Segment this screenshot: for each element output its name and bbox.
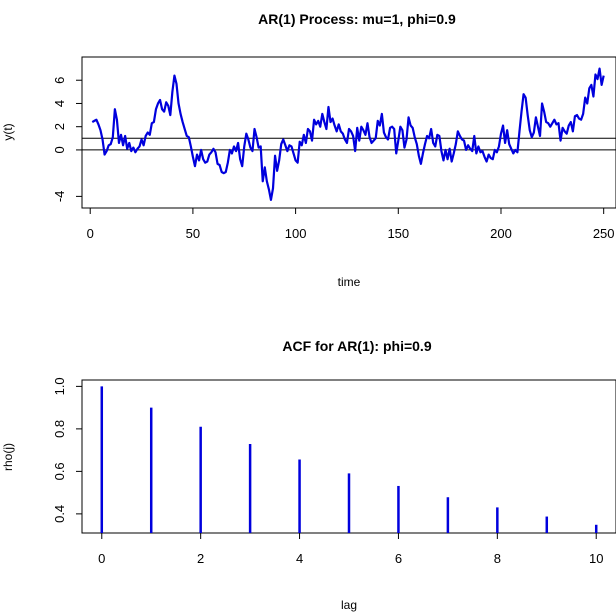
acf-x-axis-label: lag — [341, 598, 357, 612]
x-tick-label: 50 — [186, 226, 200, 241]
ts-plot-frame — [81, 56, 616, 209]
ts-x-axis-label: time — [338, 275, 361, 289]
acf-title: ACF for AR(1): phi=0.9 — [282, 338, 431, 354]
ts-y-axis-label: y(t) — [1, 123, 15, 140]
y-tick-label: 4 — [52, 100, 67, 107]
x-tick-label: 6 — [395, 551, 402, 566]
y-tick-label: 6 — [52, 77, 67, 84]
x-tick-label: 8 — [494, 551, 501, 566]
y-tick-label: 0.4 — [52, 505, 67, 523]
ts-x-axis: 0 50 100 150 200 250 — [87, 208, 615, 241]
x-tick-label: 200 — [490, 226, 512, 241]
ts-y-axis: -4 0 2 4 6 — [52, 77, 82, 203]
x-tick-label: 0 — [87, 226, 94, 241]
x-tick-label: 10 — [589, 551, 603, 566]
y-tick-label: -4 — [52, 191, 67, 203]
x-tick-label: 100 — [285, 226, 307, 241]
acf-y-axis-label: rho(j) — [1, 443, 15, 471]
y-tick-label: 2 — [52, 123, 67, 130]
x-tick-label: 4 — [296, 551, 303, 566]
ts-title: AR(1) Process: mu=1, phi=0.9 — [258, 11, 456, 27]
acf-y-axis: 0.4 0.6 0.8 1.0 — [52, 377, 82, 523]
ar1-time-series-panel: AR(1) Process: mu=1, phi=0.9 0 50 100 150 20… — [1, 11, 616, 289]
y-tick-label: 0 — [52, 146, 67, 153]
x-tick-label: 2 — [197, 551, 204, 566]
y-tick-label: 1.0 — [52, 377, 67, 395]
acf-bars — [100, 386, 598, 533]
y-tick-label: 0.6 — [52, 462, 67, 480]
acf-x-axis: 0 2 4 6 8 10 — [98, 533, 603, 566]
x-tick-label: 150 — [387, 226, 409, 241]
ts-series-line — [91, 67, 605, 201]
acf-panel: ACF for AR(1): phi=0.9 0 2 4 6 8 10 0.4 0.6 0.8… — [1, 338, 616, 612]
x-tick-label: 250 — [593, 226, 615, 241]
x-tick-label: 0 — [98, 551, 105, 566]
y-tick-label: 0.8 — [52, 420, 67, 438]
ts-reference-lines — [82, 137, 616, 151]
